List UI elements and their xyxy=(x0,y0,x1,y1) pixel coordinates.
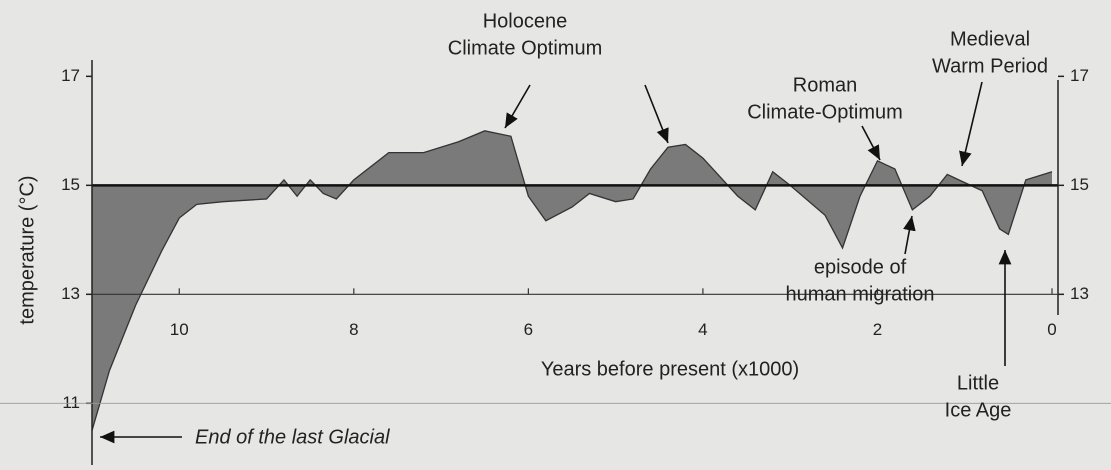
annotation: human migration xyxy=(786,283,935,305)
annotation: Little xyxy=(957,372,999,394)
annotation: Climate Optimum xyxy=(448,37,602,59)
x-tick-label: 4 xyxy=(698,320,707,339)
annotation: Holocene xyxy=(483,10,568,32)
y-tick-label: 13 xyxy=(61,284,80,303)
x-tick-label: 2 xyxy=(873,320,882,339)
annotation: episode of xyxy=(814,256,907,278)
x-tick-label: 10 xyxy=(170,320,189,339)
annotation: Warm Period xyxy=(932,55,1048,77)
annotation: End of the last Glacial xyxy=(195,426,390,448)
annotation-arrow xyxy=(504,84,531,129)
annotation: Medieval xyxy=(950,28,1030,50)
annotation-arrow xyxy=(861,125,881,161)
x-tick-label: 6 xyxy=(524,320,533,339)
annotation-arrow xyxy=(959,81,983,167)
curve xyxy=(91,130,1053,431)
annotation: Climate-Optimum xyxy=(747,101,903,123)
annotation-arrow xyxy=(903,215,916,255)
y-tick-label-right: 13 xyxy=(1070,284,1089,303)
x-tick-label: 0 xyxy=(1047,320,1056,339)
area xyxy=(92,130,1052,431)
y-tick-label: 11 xyxy=(62,393,80,412)
y-tick-label-right: 15 xyxy=(1070,175,1089,194)
y-tick-label: 15 xyxy=(61,175,80,194)
x-tick-label: 8 xyxy=(349,320,358,339)
y-tick-label-right: 17 xyxy=(1070,66,1089,85)
y-tick-label: 17 xyxy=(61,66,80,85)
annotation: Ice Age xyxy=(945,399,1012,421)
x-axis-label: Years before present (x1000) xyxy=(541,358,799,380)
annotation-arrow xyxy=(644,84,669,144)
annotation: Roman xyxy=(793,74,857,96)
y-axis-label: temperature (°C) xyxy=(16,175,38,324)
